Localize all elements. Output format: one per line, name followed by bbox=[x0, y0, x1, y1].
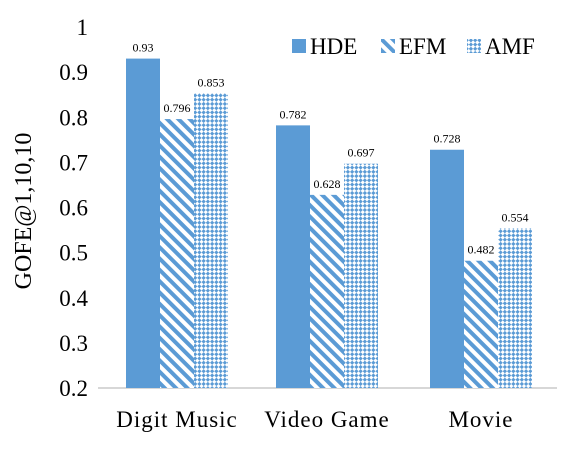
legend-label-hde: HDE bbox=[310, 34, 357, 59]
y-tick-label: 0.6 bbox=[59, 196, 88, 221]
x-tick-label: Movie bbox=[448, 407, 513, 432]
y-tick-label: 0.3 bbox=[59, 331, 88, 356]
x-tick-label: Video Game bbox=[264, 407, 390, 432]
y-axis-label: GOFE@1,10,10 bbox=[11, 133, 37, 290]
legend-label-amf: AMF bbox=[485, 34, 535, 59]
y-axis-ticks: 0.2 0.3 0.4 0.5 0.6 0.7 0.8 0.9 1 bbox=[59, 15, 88, 401]
category-labels: Digit Music Video Game Movie bbox=[116, 407, 513, 432]
legend: HDE EFM AMF bbox=[292, 34, 535, 59]
bar-efm-0 bbox=[160, 119, 194, 389]
y-tick-label: 0.8 bbox=[59, 105, 88, 130]
y-tick-label: 1 bbox=[77, 15, 89, 40]
data-labels-group: 0.93 0.782 0.728 0.796 0.628 0.482 0.853 0.697 0… bbox=[133, 41, 529, 257]
bar-hde-1 bbox=[276, 125, 310, 388]
y-tick-label: 0.9 bbox=[59, 60, 88, 85]
bar-amf-0 bbox=[194, 93, 228, 389]
data-label: 0.482 bbox=[468, 243, 495, 257]
data-label: 0.697 bbox=[348, 146, 375, 160]
legend-swatch-hde bbox=[292, 39, 306, 53]
bar-amf-2 bbox=[498, 228, 532, 388]
data-label: 0.796 bbox=[164, 101, 191, 115]
data-label: 0.628 bbox=[314, 177, 341, 191]
data-label: 0.853 bbox=[198, 75, 225, 89]
legend-swatch-efm bbox=[381, 39, 395, 53]
y-tick-label: 0.5 bbox=[59, 241, 88, 266]
bar-hde-2 bbox=[430, 149, 464, 388]
y-tick-label: 0.2 bbox=[59, 376, 88, 401]
x-tick-label: Digit Music bbox=[116, 407, 238, 432]
bar-efm-1 bbox=[310, 194, 344, 388]
y-tick-label: 0.7 bbox=[59, 150, 88, 175]
bar-efm-2 bbox=[464, 260, 498, 388]
bar-amf-1 bbox=[344, 163, 378, 388]
data-label: 0.782 bbox=[280, 107, 307, 121]
y-tick-label: 0.4 bbox=[59, 286, 88, 311]
bar-hde-0 bbox=[126, 58, 160, 389]
bars-group bbox=[126, 58, 532, 389]
legend-label-efm: EFM bbox=[399, 34, 446, 59]
legend-swatch-amf bbox=[467, 39, 481, 53]
data-label: 0.554 bbox=[502, 210, 529, 224]
data-label: 0.93 bbox=[133, 41, 154, 55]
data-label: 0.728 bbox=[434, 132, 461, 146]
